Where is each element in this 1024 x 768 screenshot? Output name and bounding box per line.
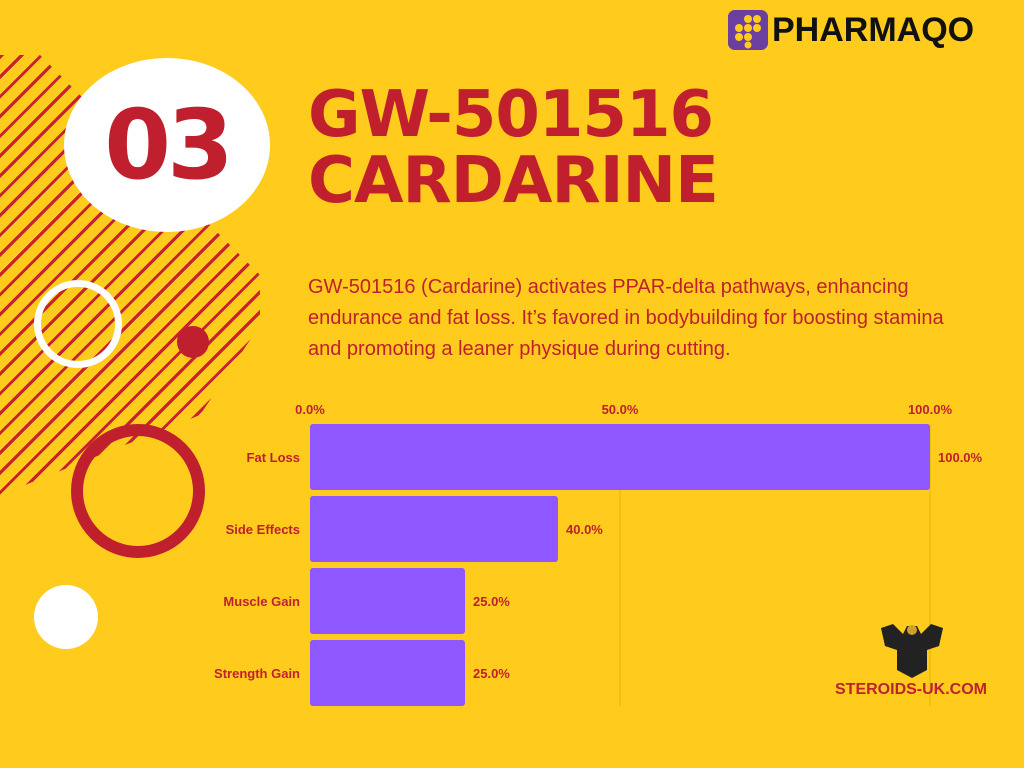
category-label: Muscle Gain [223,594,300,609]
logo-text: PHARMAQO [772,10,975,49]
title-line: CARDARINE [308,144,719,218]
category-label: Side Effects [226,522,300,537]
x-tick-label: 50.0% [602,402,639,417]
bar [310,640,465,706]
bodybuilder-icon [881,624,943,678]
bar [310,424,930,490]
x-tick-label: 0.0% [295,402,325,417]
bar [310,568,465,634]
bar [310,496,558,562]
data-label: 40.0% [566,522,603,537]
white-dot-decoration [34,585,98,649]
x-tick-label: 100.0% [908,402,953,417]
description: GW-501516 (Cardarine) activates PPAR-del… [308,276,944,360]
dot-decoration [177,326,209,358]
page-title: GW-501516 CARDARINE [308,78,719,218]
number-badge: 03 [64,58,270,232]
pill-grid-icon [728,10,768,50]
category-label: Fat Loss [247,450,300,465]
pharmaqo-logo: PHARMAQO [728,10,974,50]
ring-decoration [34,280,122,368]
title-line: GW-501516 [308,78,714,152]
site-watermark: STEROIDS-UK.COM [835,681,987,698]
data-label: 100.0% [938,450,983,465]
category-label: Strength Gain [214,666,300,681]
data-label: 25.0% [473,594,510,609]
data-label: 25.0% [473,666,510,681]
